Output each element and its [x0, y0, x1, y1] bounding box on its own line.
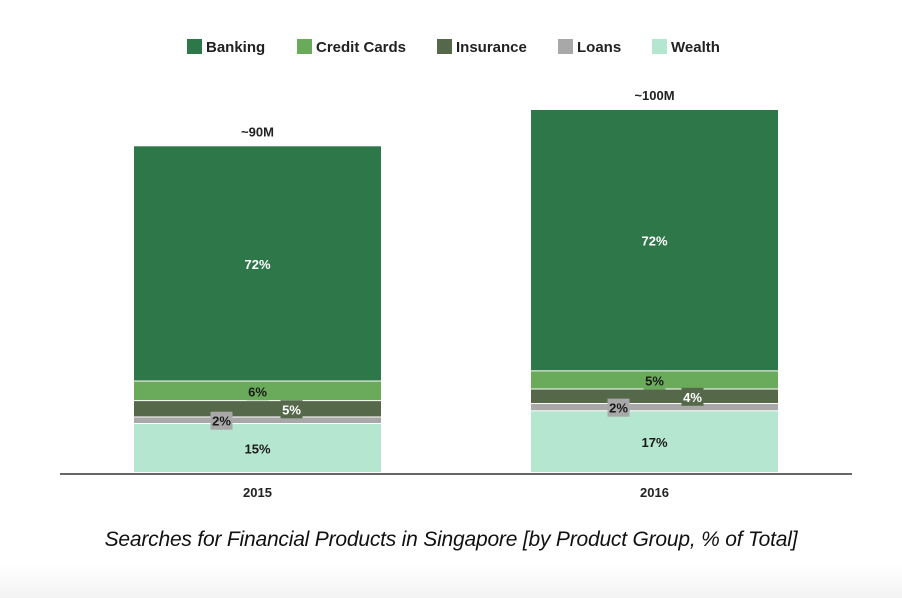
bar-segment-banking-2015 [134, 146, 381, 381]
legend-label: Insurance [456, 39, 527, 56]
bar-2015: 15% 2% 5% 6% 72% ~90M [134, 124, 381, 472]
bar-segment-insurance-2016 [531, 389, 778, 404]
legend-item-wealth: Wealth [652, 39, 720, 56]
bar-2016: 17% 2% 4% 5% 72% ~100M [531, 88, 778, 472]
legend-item-banking: Banking [187, 39, 265, 56]
data-label-banking-2016: 72% [641, 234, 667, 249]
legend-item-credit-cards: Credit Cards [297, 39, 406, 56]
data-label-bg-insurance-2016 [681, 387, 704, 406]
legend-label: Credit Cards [316, 39, 406, 56]
bar-segment-wealth-2015 [134, 423, 381, 472]
bar-segment-loans-2015 [134, 417, 381, 423]
legend-swatch [187, 39, 202, 54]
data-label-bg-credit-cards-2015 [246, 382, 269, 401]
x-axis-ticks: 2015 2016 [243, 485, 669, 500]
bar-segment-insurance-2015 [134, 401, 381, 417]
legend: Banking Credit Cards Insurance Loans Wealth [187, 39, 720, 56]
x-tick-label-2015: 2015 [243, 485, 272, 500]
total-label-2016: ~100M [634, 88, 674, 103]
legend-item-insurance: Insurance [437, 39, 527, 56]
data-label-bg-loans-2016 [607, 398, 630, 417]
legend-label: Loans [577, 39, 621, 56]
legend-swatch [652, 39, 667, 54]
legend-swatch [437, 39, 452, 54]
legend-swatch [297, 39, 312, 54]
legend-item-loans: Loans [558, 39, 621, 56]
data-label-banking-2015: 72% [244, 257, 270, 272]
data-label-bg-loans-2015 [210, 411, 233, 430]
x-tick-label-2016: 2016 [640, 485, 669, 500]
data-label-loans-2016: 2% [609, 401, 628, 416]
data-label-bg-credit-cards-2016 [643, 371, 666, 390]
legend-label: Banking [206, 39, 265, 56]
bars: 15% 2% 5% 6% 72% ~90M 17% 2% 4% 5% 72% ~100M [134, 88, 778, 472]
data-label-credit-cards-2015: 6% [248, 384, 267, 399]
legend-swatch [558, 39, 573, 54]
bar-segment-loans-2016 [531, 404, 778, 411]
chart-caption: Searches for Financial Products in Singa… [104, 528, 798, 551]
data-label-insurance-2015: 5% [282, 402, 301, 417]
legend-label: Wealth [671, 39, 720, 56]
data-label-loans-2015: 2% [212, 414, 231, 429]
bar-segment-wealth-2016 [531, 411, 778, 472]
data-label-wealth-2016: 17% [641, 435, 667, 450]
data-label-bg-insurance-2015 [280, 400, 303, 419]
data-label-wealth-2015: 15% [244, 441, 270, 456]
total-label-2015: ~90M [241, 124, 274, 139]
data-label-insurance-2016: 4% [683, 390, 702, 405]
bar-segment-banking-2016 [531, 110, 778, 371]
data-label-credit-cards-2016: 5% [645, 373, 664, 388]
